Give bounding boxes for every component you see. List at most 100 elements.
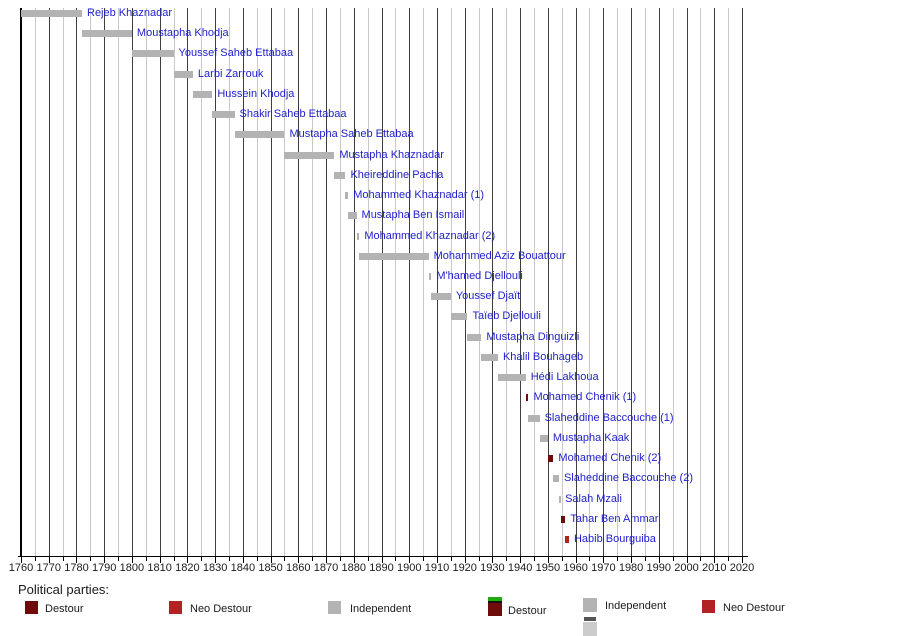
gridline	[423, 8, 425, 556]
axis-tick	[381, 557, 383, 563]
axis-tick	[34, 557, 36, 561]
axis-tick	[90, 557, 92, 561]
bars-layer	[21, 8, 742, 556]
axis-tick-label: 1950	[535, 562, 561, 574]
axis-tick	[201, 557, 203, 561]
bar-label: Slaheddine Baccouche (1)	[544, 411, 674, 424]
gridline	[603, 8, 605, 556]
timeline-bar	[234, 131, 285, 139]
timeline-bar	[539, 434, 548, 442]
legend-swatch-destour_stacked	[488, 597, 502, 616]
gridline	[409, 8, 411, 556]
axis-tick	[478, 557, 480, 561]
axis-tick	[728, 557, 730, 561]
gridline	[728, 8, 730, 556]
timeline-bar	[212, 111, 235, 119]
axis-tick	[561, 557, 563, 561]
x-axis-ticks	[21, 557, 743, 565]
axis-tick	[21, 557, 22, 563]
axis-tick	[326, 557, 328, 563]
axis-tick-label: 1900	[396, 562, 422, 574]
axis-tick-label: 1890	[369, 562, 394, 574]
legend-swatch-destour	[25, 601, 38, 614]
bar-label: Mustapha Kaak	[552, 431, 630, 444]
axis-tick	[506, 557, 508, 561]
legend-label: Independent	[605, 600, 667, 612]
timeline-bar	[558, 495, 561, 503]
gridline	[742, 8, 743, 556]
bar-label: Moustapha Khodja	[136, 27, 229, 40]
gridline	[672, 8, 674, 556]
axis-tick-label: 2020	[729, 562, 755, 574]
axis-tick	[395, 557, 397, 561]
legend-label: Destour	[508, 605, 547, 617]
bar-label: Mohammed Aziz Bouattour	[433, 249, 566, 262]
timeline-bar	[192, 90, 213, 98]
axis-tick-label: 2010	[702, 562, 727, 574]
gridline	[658, 8, 660, 556]
axis-tick-label: 1850	[258, 562, 283, 574]
bar-label: Hussein Khodja	[217, 87, 295, 100]
timeline-bar	[431, 293, 451, 301]
axis-tick	[672, 557, 674, 561]
gridline	[242, 8, 244, 556]
bar-label: M'hamed Djellouli	[436, 269, 523, 282]
bar-label: Tahar Ben Ammar	[570, 512, 659, 525]
axis-tick	[242, 557, 244, 563]
gridline	[173, 8, 175, 556]
gridline	[187, 8, 189, 556]
timeline-bar	[348, 212, 357, 220]
axis-tick	[436, 557, 438, 563]
timeline-bar	[525, 394, 529, 402]
y-axis-line	[20, 8, 22, 556]
gridline	[534, 8, 536, 556]
axis-tick	[700, 557, 702, 561]
axis-tick-label: 1790	[91, 562, 117, 574]
axis-tick	[658, 557, 660, 563]
gridline	[395, 8, 397, 556]
gridline	[34, 8, 36, 556]
legend-swatch-clipped	[583, 622, 597, 636]
axis-tick	[62, 557, 64, 561]
gridline	[76, 8, 78, 556]
timeline-bar	[131, 50, 174, 58]
timeline-bar	[82, 30, 132, 38]
gridline	[617, 8, 619, 556]
timeline-bar	[553, 475, 559, 483]
axis-tick	[409, 557, 411, 563]
timeline-bar	[345, 192, 349, 200]
axis-tick-label: 1880	[341, 562, 367, 574]
timeline-bar	[450, 313, 468, 321]
axis-tick	[589, 557, 591, 561]
gridline	[215, 8, 217, 556]
axis-tick	[534, 557, 536, 561]
gridline	[631, 8, 633, 556]
axis-tick	[547, 557, 549, 563]
axis-tick	[617, 557, 619, 561]
axis-tick	[714, 557, 716, 563]
axis-tick	[173, 557, 175, 561]
gridline	[561, 8, 563, 556]
timeline-bar	[560, 515, 566, 523]
axis-tick-label: 1770	[36, 562, 61, 574]
axis-tick	[603, 557, 605, 563]
gridline	[62, 8, 64, 556]
axis-tick	[339, 557, 341, 561]
axis-tick-label: 1810	[147, 562, 172, 574]
timeline-bar	[547, 455, 554, 463]
legend-label: Destour	[45, 603, 84, 615]
gridline	[90, 8, 92, 556]
axis-tick	[631, 557, 633, 563]
bar-label: Salah Mzali	[565, 492, 622, 505]
bar-label: Kheireddine Pacha	[350, 168, 444, 181]
axis-tick-label: 1800	[119, 562, 145, 574]
gridline	[644, 8, 646, 556]
axis-tick	[270, 557, 272, 563]
legend: Political parties: Destour Neo Destour Ind…	[0, 578, 900, 636]
timeline-bar	[356, 232, 360, 240]
axis-tick	[104, 557, 106, 563]
bar-label: Mohamed Chenik (2)	[558, 452, 662, 465]
gridline	[118, 8, 120, 556]
axis-tick-label: 1990	[646, 562, 672, 574]
